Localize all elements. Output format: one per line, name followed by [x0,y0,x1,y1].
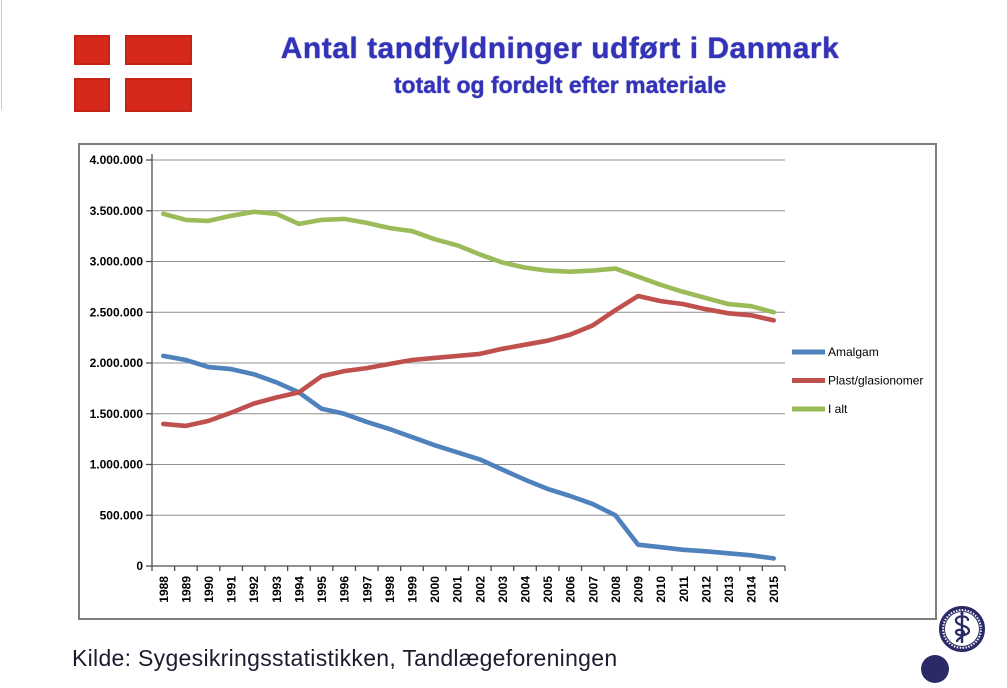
svg-text:1991: 1991 [225,576,239,603]
line-chart-svg: 0 500.000 1.000.000 1.500.000 2.000.000 2.500… [90,153,924,603]
svg-text:1993: 1993 [270,576,284,603]
svg-text:0: 0 [136,559,143,573]
legend-item-i-alt: I alt [792,402,848,416]
svg-text:1990: 1990 [202,576,216,603]
source-text: Kilde: Sygesikringsstatistikken, Tandlæg… [72,645,618,671]
svg-text:1988: 1988 [157,576,171,603]
seal-rim-text [941,608,983,650]
svg-text:2000: 2000 [428,576,442,603]
svg-text:2009: 2009 [632,576,646,603]
slide-header: Antal tandfyldninger udført i Danmark to… [110,32,1007,99]
svg-text:1996: 1996 [338,576,352,603]
danish-flag-icon [74,35,192,112]
medical-faculty-seal-icon [939,606,985,652]
legend: Amalgam Plast/glasionomer I alt [792,345,923,416]
svg-text:2011: 2011 [677,576,691,602]
svg-text:1.500.000: 1.500.000 [90,407,144,421]
svg-text:500.000: 500.000 [100,508,144,522]
svg-text:2.500.000: 2.500.000 [90,305,144,319]
flag-block [125,78,192,112]
flag-block [74,78,110,112]
svg-text:2007: 2007 [586,576,600,603]
svg-text:2004: 2004 [519,576,533,603]
legend-item-plast-glasionomer: Plast/glasionomer [792,374,923,388]
svg-text:1998: 1998 [383,576,397,603]
svg-text:2008: 2008 [609,576,623,603]
svg-text:2012: 2012 [699,576,713,603]
svg-text:2013: 2013 [722,576,736,603]
chart-area: 0 500.000 1.000.000 1.500.000 2.000.000 2.500… [78,143,937,620]
svg-text:1999: 1999 [405,576,419,603]
svg-text:2006: 2006 [564,576,578,603]
svg-text:1992: 1992 [247,576,261,603]
svg-text:2001: 2001 [451,576,465,603]
svg-text:4.000.000: 4.000.000 [90,153,144,167]
svg-text:1994: 1994 [292,576,306,603]
svg-text:3.500.000: 3.500.000 [90,204,144,218]
svg-text:2010: 2010 [654,576,668,603]
staff-serpent-icon [954,611,971,644]
axes [146,154,786,571]
svg-text:2005: 2005 [541,576,555,603]
chart-title: Antal tandfyldninger udført i Danmark [280,32,840,65]
svg-text:2002: 2002 [473,576,487,603]
svg-text:3.000.000: 3.000.000 [90,255,144,269]
svg-text:1995: 1995 [315,576,329,603]
svg-text:2003: 2003 [496,576,510,603]
navy-dot-icon [921,655,949,683]
svg-text:Plast/glasionomer: Plast/glasionomer [828,374,923,388]
svg-text:1997: 1997 [360,576,374,603]
svg-text:2.000.000: 2.000.000 [90,356,144,370]
svg-text:1.000.000: 1.000.000 [90,458,144,472]
series-line-plast-glasionomer [161,293,777,429]
series-line-i-alt [161,209,777,315]
flag-block [125,35,192,65]
x-axis-labels: 1988 1989 1990 1991 1992 1993 1994 1995 1996 1997… [157,576,781,603]
svg-text:Amalgam: Amalgam [828,345,879,359]
svg-text:2014: 2014 [745,576,759,603]
y-axis-labels: 0 500.000 1.000.000 1.500.000 2.000.000 2.500… [90,153,144,573]
svg-text:1989: 1989 [179,576,193,603]
svg-text:2015: 2015 [767,576,781,603]
svg-text:I alt: I alt [828,402,848,416]
series-line-amalgam [161,353,777,561]
slide-edge-line [1,0,2,110]
flag-block [74,35,110,65]
legend-item-amalgam: Amalgam [792,345,879,359]
chart-subtitle: totalt og fordelt efter materiale [393,72,727,98]
